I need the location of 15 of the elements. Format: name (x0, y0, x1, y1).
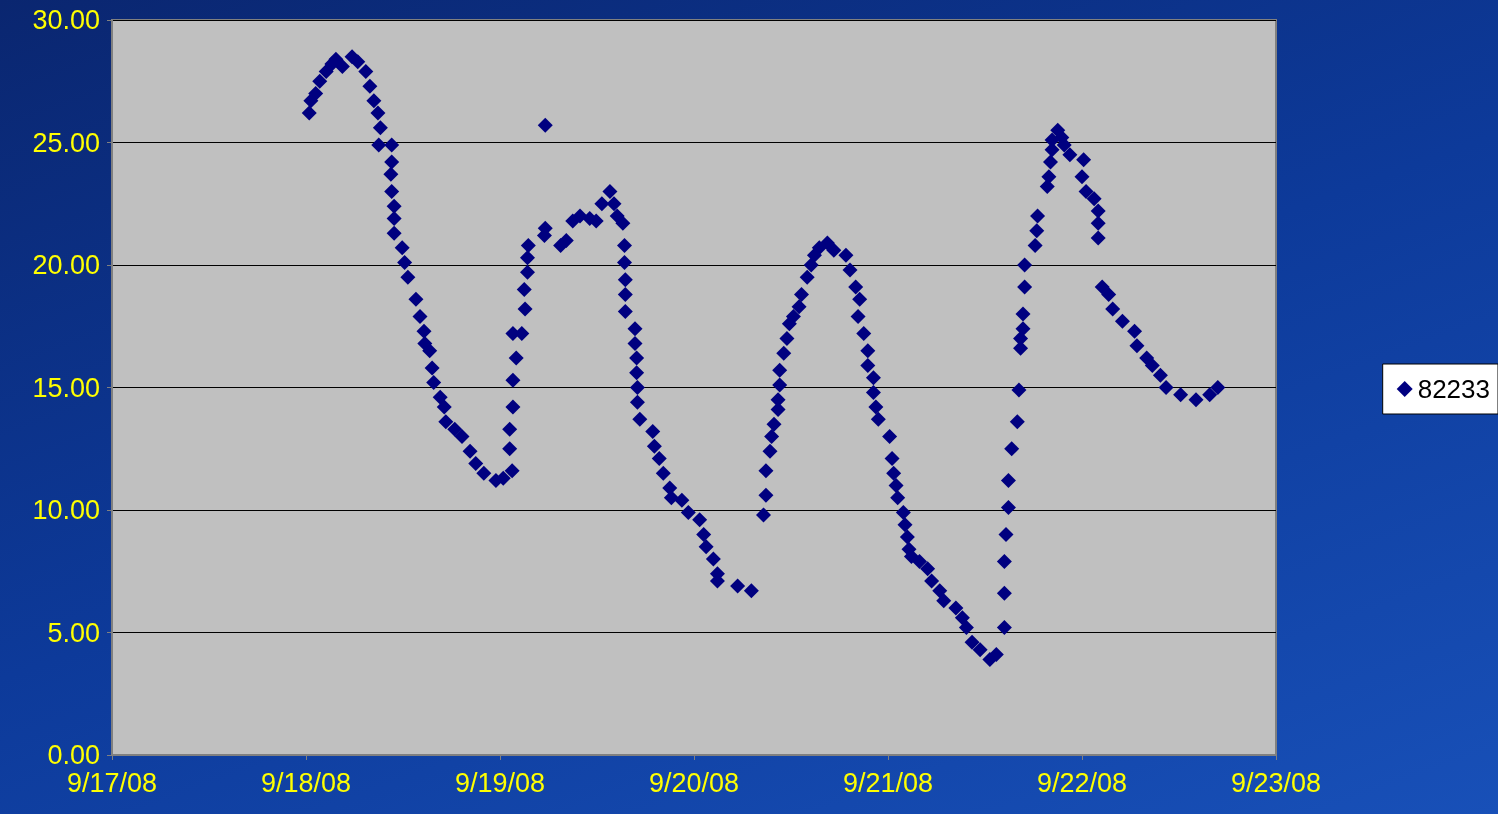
y-tick-label: 10.00 (32, 495, 100, 525)
x-tick-label: 9/18/08 (260, 767, 352, 798)
x-tick-label: 9/23/08 (1230, 767, 1322, 798)
y-tick-label: 0.00 (47, 740, 100, 770)
x-tick-label: 9/17/08 (66, 767, 158, 798)
y-tick-label: 30.00 (32, 5, 100, 35)
x-tick-label: 9/19/08 (454, 767, 546, 798)
x-tick-label: 9/20/08 (648, 767, 740, 798)
x-tick-label: 9/22/08 (1036, 767, 1128, 798)
y-tick-label: 25.00 (32, 127, 100, 158)
y-tick-label: 20.00 (32, 250, 100, 280)
x-tick-label: 9/21/08 (842, 767, 934, 798)
y-tick-label: 15.00 (32, 372, 100, 403)
y-tick-label: 5.00 (47, 617, 100, 648)
legend-label: 82233 (1417, 374, 1491, 404)
